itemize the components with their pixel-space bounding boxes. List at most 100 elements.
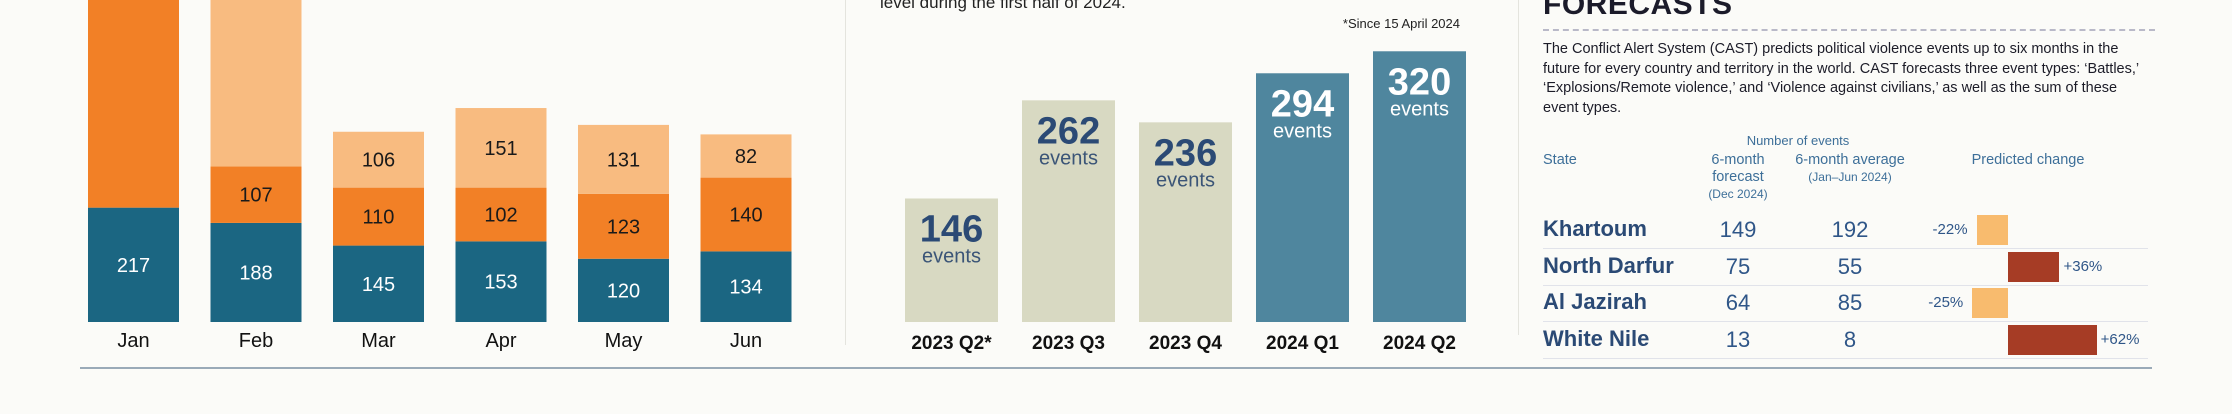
quarter-axis-label: 2023 Q2* — [911, 333, 992, 354]
bar-segment — [88, 207, 179, 322]
bar-segment — [455, 241, 547, 322]
bar-segment — [333, 245, 424, 322]
bar-segment — [210, 0, 302, 167]
quarter-unit-label: events — [1273, 120, 1332, 142]
quarter-bar — [1022, 100, 1115, 323]
month-axis-label: Apr — [485, 330, 516, 352]
col-average-label: 6-month average — [1795, 152, 1905, 168]
bar-segment — [700, 251, 792, 322]
since-note: *Since 15 April 2024 — [1342, 16, 1460, 31]
forecast-table: Number of events State 6-month forecast … — [1543, 132, 2155, 362]
change-bar — [2008, 251, 2060, 282]
bar-segment — [88, 0, 179, 208]
change-bar — [1976, 215, 2008, 245]
bar-value-label: 134 — [729, 277, 762, 299]
bar-value-label: 123 — [607, 216, 640, 238]
quarter-axis-label: 2023 Q3 — [1032, 333, 1105, 354]
quarter-axis-label: 2023 Q4 — [1149, 333, 1222, 354]
bar-segment — [700, 177, 792, 252]
bar-value-label: 217 — [117, 255, 150, 277]
quarter-unit-label: events — [922, 245, 981, 267]
title-dashed-rule — [1543, 29, 2155, 31]
change-percent: -22% — [1932, 221, 1968, 238]
change-bar — [1972, 288, 2008, 318]
bar-value-label: 145 — [362, 274, 395, 296]
change-percent: +36% — [2063, 257, 2103, 275]
col-forecast-sub: (Dec 2024) — [1708, 187, 1768, 201]
col-state-header: State — [1543, 152, 1577, 168]
month-axis-label: May — [605, 330, 643, 352]
month-axis-label: Feb — [239, 330, 273, 352]
bar-value-label: 107 — [239, 185, 272, 207]
bar-segment — [578, 258, 669, 322]
col-change-header: Predicted change — [1971, 152, 2085, 168]
col-forecast-header: 6-month forecast (Dec 2024) — [1688, 152, 1788, 203]
bar-value-label: 151 — [484, 138, 517, 160]
monthly-stacked-bar-chart: 217 Jan 188 107 Feb 145 110 106 Mar 153 102 151 Apr 1… — [88, 0, 792, 352]
bar-value-label: 120 — [607, 280, 640, 302]
bar-value-label: 140 — [729, 204, 762, 226]
forecast-value: 13 — [1725, 326, 1751, 352]
col-average-sub: (Jan–Jun 2024) — [1808, 170, 1892, 184]
quarter-bar — [905, 198, 998, 322]
forecast-row: Khartoum 149 192 -22% — [1543, 212, 2148, 249]
quarter-axis-label: 2024 Q2 — [1383, 333, 1456, 354]
forecast-value: 64 — [1725, 290, 1751, 315]
average-value: 8 — [1843, 326, 1857, 352]
change-percent: +62% — [2100, 330, 2140, 348]
bar-value-label: 82 — [735, 146, 757, 168]
bar-segment — [333, 131, 424, 188]
forecast-value: 149 — [1719, 217, 1757, 242]
col-average-header: 6-month average (Jan–Jun 2024) — [1795, 152, 1905, 186]
quarter-bar — [1373, 51, 1466, 322]
average-value: 55 — [1837, 253, 1863, 279]
forecast-row: White Nile 13 8 +62% — [1543, 322, 2148, 359]
bar-value-label: 188 — [239, 262, 272, 284]
bottom-rule — [80, 367, 2152, 369]
bar-segment — [333, 187, 424, 246]
state-name: White Nile — [1543, 325, 1650, 351]
section-divider — [1518, 0, 1519, 335]
quarter-unit-label: events — [1390, 98, 1449, 120]
bar-segment — [455, 187, 547, 242]
month-axis-label: Mar — [361, 330, 396, 352]
month-axis-label: Jan — [117, 330, 149, 352]
average-value: 85 — [1837, 290, 1863, 315]
intro-text: level during the first half of 2024. — [880, 0, 1126, 12]
quarter-value-label: 320 — [1388, 61, 1451, 103]
forecast-row: Al Jazirah 64 85 -25% — [1543, 285, 2148, 322]
state-name: North Darfur — [1543, 252, 1674, 278]
quarter-axis-label: 2024 Q1 — [1266, 333, 1339, 354]
forecasts-description: The Conflict Alert System (CAST) predict… — [1543, 41, 2139, 116]
change-bar — [2008, 324, 2097, 355]
bar-value-label: 106 — [362, 150, 395, 172]
quarter-value-label: 146 — [920, 208, 983, 250]
bar-segment — [700, 134, 792, 178]
bar-segment — [455, 108, 547, 188]
quarter-unit-label: events — [1039, 147, 1098, 169]
quarter-value-label: 294 — [1271, 83, 1334, 125]
bar-segment — [578, 193, 669, 259]
state-name: Al Jazirah — [1543, 289, 1647, 314]
state-name: Khartoum — [1543, 216, 1647, 241]
bar-value-label: 153 — [484, 272, 517, 294]
bar-segment — [578, 124, 669, 194]
average-value: 192 — [1831, 217, 1869, 242]
quarter-value-label: 262 — [1037, 110, 1100, 152]
bar-value-label: 110 — [363, 207, 395, 229]
section-divider — [845, 0, 846, 345]
forecasts-title: FORECASTS — [1543, 0, 1733, 21]
bar-segment — [210, 166, 302, 223]
quarter-bar — [1139, 122, 1232, 323]
change-percent: -25% — [1928, 294, 1964, 311]
bar-value-label: 102 — [484, 204, 517, 226]
bar-value-label: 131 — [607, 149, 640, 171]
col-forecast-label: 6-month forecast — [1711, 152, 1765, 185]
quarter-value-label: 236 — [1154, 132, 1217, 174]
forecast-row: North Darfur 75 55 +36% — [1543, 249, 2148, 286]
month-axis-label: Jun — [730, 330, 762, 352]
forecast-value: 75 — [1725, 253, 1751, 279]
quarter-bar — [1256, 73, 1349, 322]
quarter-unit-label: events — [1156, 169, 1215, 191]
